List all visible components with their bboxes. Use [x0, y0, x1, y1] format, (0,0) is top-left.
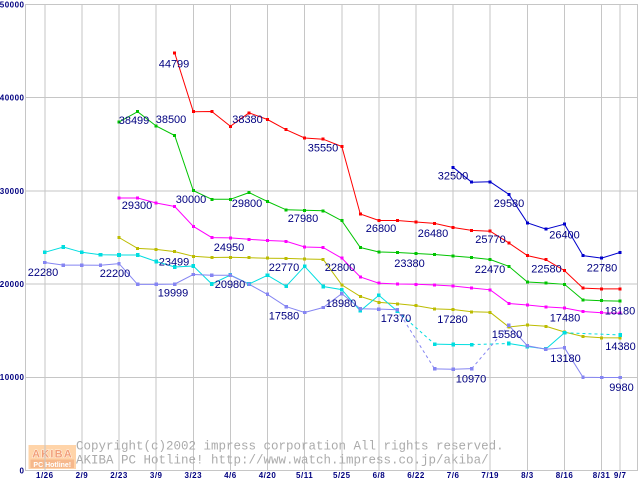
svg-text:5/25: 5/25 [333, 471, 351, 480]
svg-text:2/23: 2/23 [110, 471, 128, 480]
svg-text:20980: 20980 [215, 279, 246, 291]
svg-text:1/26: 1/26 [36, 471, 54, 480]
svg-text:4/20: 4/20 [259, 471, 277, 480]
svg-text:7/19: 7/19 [481, 471, 499, 480]
svg-text:24950: 24950 [214, 242, 245, 254]
svg-text:25770: 25770 [475, 234, 506, 246]
svg-text:38499: 38499 [119, 115, 150, 127]
svg-text:26800: 26800 [366, 223, 397, 235]
svg-text:10970: 10970 [456, 374, 487, 386]
svg-text:18980: 18980 [326, 298, 357, 310]
svg-text:27980: 27980 [288, 213, 319, 225]
svg-text:50000: 50000 [0, 0, 25, 9]
svg-text:5/11: 5/11 [296, 471, 313, 480]
svg-text:AKIBA PC Hotline! http://www.w: AKIBA PC Hotline! http://www.watch.impre… [76, 454, 489, 468]
svg-text:Copyright(c)2002 impress corpo: Copyright(c)2002 impress corporation All… [76, 440, 504, 454]
svg-text:4/6: 4/6 [224, 471, 237, 480]
svg-text:38500: 38500 [156, 114, 187, 126]
svg-text:22780: 22780 [587, 263, 618, 275]
svg-text:15580: 15580 [492, 329, 523, 341]
svg-text:22200: 22200 [100, 268, 131, 280]
svg-text:10000: 10000 [0, 373, 25, 382]
svg-text:17280: 17280 [437, 314, 468, 326]
svg-text:22580: 22580 [531, 264, 562, 276]
svg-text:38380: 38380 [232, 114, 263, 126]
svg-text:30000: 30000 [176, 194, 207, 206]
svg-text:13180: 13180 [550, 353, 581, 365]
svg-text:8/16: 8/16 [556, 471, 574, 480]
svg-text:40000: 40000 [0, 94, 25, 103]
svg-text:26480: 26480 [418, 228, 449, 240]
svg-text:6/22: 6/22 [407, 471, 425, 480]
svg-text:32500: 32500 [438, 171, 469, 183]
svg-text:30000: 30000 [0, 187, 25, 196]
svg-text:29300: 29300 [122, 200, 153, 212]
svg-text:9/7: 9/7 [614, 471, 627, 480]
svg-text:19999: 19999 [158, 288, 189, 300]
svg-text:29580: 29580 [494, 198, 525, 210]
svg-text:20000: 20000 [0, 280, 25, 289]
svg-text:18180: 18180 [605, 306, 636, 318]
svg-text:26400: 26400 [549, 230, 580, 242]
svg-text:29800: 29800 [232, 198, 263, 210]
svg-text:22770: 22770 [269, 262, 300, 274]
svg-text:AKIBA: AKIBA [32, 449, 73, 461]
svg-text:2/9: 2/9 [76, 471, 89, 480]
svg-text:17480: 17480 [550, 313, 581, 325]
svg-text:44799: 44799 [159, 59, 190, 71]
svg-text:17580: 17580 [269, 311, 300, 323]
svg-text:14380: 14380 [605, 341, 636, 353]
svg-text:8/31: 8/31 [593, 471, 611, 480]
svg-text:7/6: 7/6 [447, 471, 460, 480]
svg-text:9980: 9980 [609, 382, 633, 394]
svg-text:8/3: 8/3 [521, 471, 534, 480]
svg-text:0: 0 [20, 466, 25, 475]
svg-text:35550: 35550 [308, 143, 339, 155]
svg-text:22280: 22280 [28, 267, 59, 279]
svg-text:22470: 22470 [475, 264, 506, 276]
svg-text:22800: 22800 [325, 262, 356, 274]
svg-text:6/8: 6/8 [373, 471, 386, 480]
svg-text:23499: 23499 [159, 257, 190, 269]
svg-text:3/23: 3/23 [185, 471, 203, 480]
svg-text:PC Hotline!: PC Hotline! [33, 462, 71, 469]
svg-text:17370: 17370 [381, 313, 412, 325]
svg-text:23380: 23380 [394, 258, 425, 270]
svg-text:3/9: 3/9 [150, 471, 163, 480]
